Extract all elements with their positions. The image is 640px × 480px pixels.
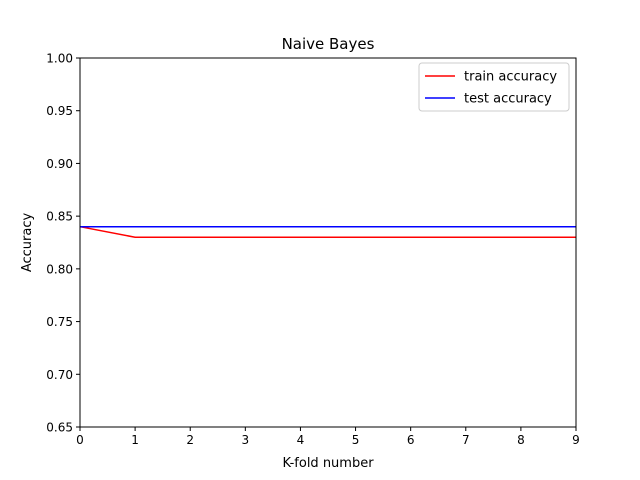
y-tick-label: 0.85: [46, 210, 73, 224]
legend-label-train-accuracy: train accuracy: [464, 70, 557, 85]
y-tick-label: 0.80: [46, 262, 73, 276]
y-axis: 0.65 0.70 0.75 0.80 0.85 0.90 0.95 1.00: [46, 52, 80, 435]
x-axis-label: K-fold number: [282, 456, 374, 471]
x-tick-label: 9: [572, 433, 580, 447]
legend: train accuracy test accuracy: [418, 62, 570, 112]
legend-box: [418, 62, 570, 112]
x-tick-label: 7: [462, 433, 470, 447]
x-tick-label: 4: [297, 433, 305, 447]
x-axis: 0 1 2 3 4 5 6 7 8 9: [76, 427, 580, 447]
y-tick-label: 0.95: [46, 104, 73, 118]
chart-title: Naive Bayes: [282, 35, 375, 53]
plot-frame: [79, 57, 577, 428]
x-tick-label: 5: [352, 433, 360, 447]
x-tick-label: 2: [186, 433, 194, 447]
y-tick-label: 0.65: [46, 421, 73, 435]
y-tick-label: 0.70: [46, 368, 73, 382]
x-tick-label: 8: [517, 433, 525, 447]
series-line-train-accuracy: [79, 225, 576, 238]
y-axis-label: Accuracy: [20, 213, 35, 273]
legend-label-test-accuracy: test accuracy: [464, 92, 552, 107]
x-tick-label: 1: [131, 433, 139, 447]
y-tick-label: 0.75: [46, 315, 73, 329]
x-tick-label: 6: [407, 433, 415, 447]
plot-area: [80, 58, 576, 427]
x-tick-label: 0: [76, 433, 84, 447]
series-layer: [79, 225, 576, 238]
x-tick-label: 3: [242, 433, 250, 447]
y-tick-label: 0.90: [46, 157, 73, 171]
y-tick-label: 1.00: [46, 52, 73, 66]
